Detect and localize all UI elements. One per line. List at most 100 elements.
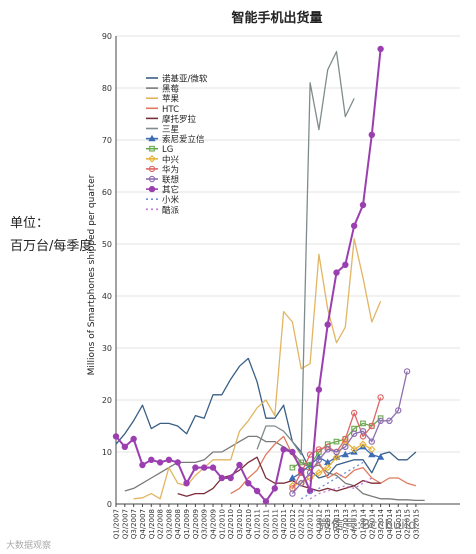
x-tick-label: Q2/2011 — [262, 509, 270, 539]
series-line — [124, 435, 425, 502]
legend-label: 小米 — [162, 195, 180, 206]
legend-label: 三星 — [162, 125, 179, 135]
data-point — [359, 201, 367, 209]
data-point — [236, 461, 243, 469]
data-point — [174, 459, 181, 466]
unit-label: 单位： — [10, 216, 50, 231]
x-tick-label: Q4/2012 — [315, 509, 323, 539]
x-tick-label: Q4/2011 — [280, 509, 288, 539]
y-tick-label: 50 — [102, 240, 112, 249]
x-tick-label: Q1/2008 — [148, 509, 156, 539]
data-point — [218, 474, 226, 482]
series-摩托罗拉 — [177, 456, 381, 497]
data-point — [253, 487, 261, 495]
series-line — [115, 357, 417, 479]
series-小米 — [300, 461, 364, 500]
data-point — [323, 463, 332, 472]
legend-label: 黑莓 — [162, 84, 180, 95]
data-point — [386, 417, 393, 424]
x-tick-label: Q3/2008 — [165, 509, 173, 539]
data-point — [368, 445, 376, 454]
data-point — [323, 458, 332, 465]
data-point — [165, 456, 173, 463]
legend-label: 苹果 — [162, 94, 180, 105]
series-line — [309, 477, 373, 500]
x-tick-label: Q4/2013 — [351, 509, 359, 539]
data-point — [368, 422, 375, 430]
data-point — [289, 490, 296, 497]
unit-description: 百万台/每季度 — [10, 239, 93, 254]
x-tick-label: Q2/2013 — [333, 509, 341, 539]
data-point — [368, 450, 376, 458]
series-酷派 — [309, 477, 373, 500]
x-tick-label: Q3/2009 — [201, 509, 209, 539]
x-tick-label: Q3/2014 — [377, 508, 385, 539]
x-tick-label: Q2/2014 — [368, 508, 376, 539]
data-point — [315, 469, 323, 477]
data-point — [298, 467, 305, 474]
data-point — [192, 464, 199, 471]
data-point — [341, 450, 350, 458]
x-tick-label: Q3/2007 — [130, 509, 138, 539]
x-tick-label: Q4/2007 — [139, 509, 147, 539]
y-axis-label: Millions of Smartphones shipped per quar… — [87, 174, 97, 375]
x-tick-label: Q4/2014 — [386, 508, 394, 539]
y-tick-label: 60 — [102, 188, 112, 197]
chart-title: 智能手机出货量 — [231, 10, 322, 26]
data-point — [360, 420, 366, 427]
watermark-small: 大数据观察 — [6, 541, 52, 551]
legend-label: 其它 — [162, 185, 179, 196]
x-tick-label: Q1/2012 — [289, 509, 297, 539]
data-point — [148, 456, 155, 463]
data-point — [350, 445, 358, 454]
data-point — [315, 456, 323, 463]
legend-label: 索尼爱立信 — [162, 134, 205, 145]
data-point — [130, 435, 137, 443]
data-point — [149, 145, 155, 152]
data-point — [403, 368, 411, 375]
data-point — [377, 45, 384, 53]
axes: 0 10 20 30 40 50 60 70 80 90 Q1/2007 Q2/2007 Q3/2007… — [102, 32, 460, 539]
x-tick-label: Q3/2011 — [271, 509, 279, 539]
legend-label: 联想 — [162, 175, 180, 186]
series-三星 — [256, 50, 355, 456]
y-tick-label: 0 — [107, 500, 112, 509]
x-tick-label: Q1/2013 — [324, 509, 332, 539]
series-line — [177, 456, 381, 497]
x-tick-label: Q3/2012 — [307, 509, 315, 539]
data-point — [368, 131, 375, 138]
series-line — [115, 48, 382, 503]
series-line — [300, 461, 364, 500]
data-point — [148, 134, 156, 142]
data-point — [139, 461, 146, 469]
x-tick-label: Q1/2009 — [183, 509, 191, 539]
data-point — [324, 446, 331, 453]
data-point — [359, 428, 367, 435]
y-tick-label: 10 — [102, 448, 112, 457]
series-黑莓 — [124, 435, 425, 502]
data-point — [306, 487, 314, 495]
data-point — [156, 459, 164, 466]
data-point — [148, 165, 156, 173]
series-line — [133, 238, 382, 500]
legend-label: HTC — [162, 105, 179, 115]
x-tick-label: Q4/2010 — [245, 509, 253, 539]
legend-label: 华为 — [162, 164, 179, 175]
data-point — [298, 480, 305, 487]
data-point — [280, 446, 287, 453]
watermark-text: 微信号:Bccbuild — [318, 518, 417, 533]
x-tick-label: Q2/2010 — [227, 509, 235, 539]
gridlines — [116, 35, 460, 505]
series-苹果 — [133, 238, 382, 500]
data-point — [227, 474, 234, 482]
data-point — [315, 386, 323, 393]
y-tick-label: 90 — [102, 32, 112, 41]
data-point — [289, 464, 296, 471]
y-tick-label: 80 — [102, 84, 112, 93]
x-tick-label: Q2/2007 — [121, 509, 129, 539]
data-point — [350, 409, 358, 417]
series-line — [292, 417, 382, 469]
data-point — [183, 480, 190, 487]
data-point — [333, 438, 340, 445]
